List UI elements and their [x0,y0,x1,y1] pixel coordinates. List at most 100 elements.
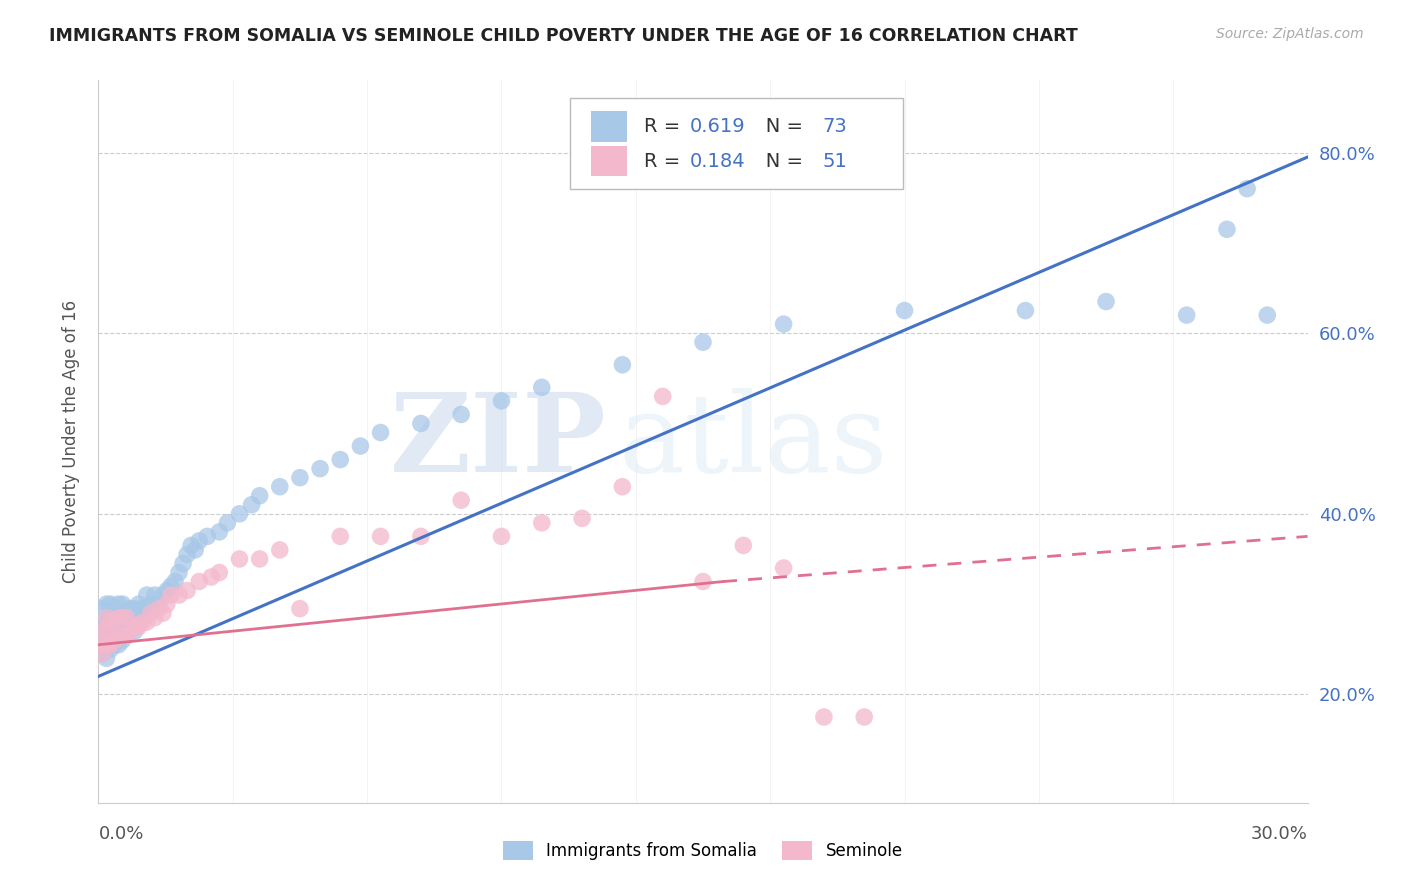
Point [188,574,211,589]
Point [91,624,114,639]
Point [139,606,162,620]
Legend: Immigrants from Somalia, Seminole: Immigrants from Somalia, Seminole [496,834,910,867]
Point [180,538,202,552]
Point [692,335,714,350]
Point [96,610,118,624]
Point [128,620,150,634]
Point [107,638,129,652]
Point [491,529,513,543]
Text: N =: N = [747,117,808,136]
Point [135,588,157,602]
Point [91,615,114,630]
Point [188,533,211,548]
Point [124,601,146,615]
Text: 0.0%: 0.0% [98,825,143,843]
Point [132,601,155,615]
Point [409,529,432,543]
Point [100,615,122,630]
Point [103,638,125,652]
Text: IMMIGRANTS FROM SOMALIA VS SEMINOLE CHILD POVERTY UNDER THE AGE OF 16 CORRELATIO: IMMIGRANTS FROM SOMALIA VS SEMINOLE CHIL… [49,27,1078,45]
Point [111,629,134,643]
Point [612,480,634,494]
Point [176,583,198,598]
Point [217,516,239,530]
Point [107,620,129,634]
Point [208,524,231,539]
Point [115,629,138,643]
Point [120,624,142,639]
Point [152,606,174,620]
Point [139,597,162,611]
Point [1095,294,1118,309]
Point [124,620,146,634]
FancyBboxPatch shape [569,98,903,189]
Point [91,624,114,639]
Point [91,638,114,652]
Point [240,498,263,512]
Point [370,425,392,440]
Point [91,638,114,652]
Point [135,615,157,630]
Point [651,389,673,403]
Point [269,542,291,557]
Point [96,651,118,665]
Point [128,615,150,630]
Point [103,601,125,615]
Point [1236,181,1258,195]
Point [1175,308,1198,322]
Point [103,620,125,634]
Point [107,597,129,611]
Point [228,507,250,521]
Point [184,542,207,557]
Point [813,710,835,724]
Point [107,610,129,624]
Point [143,610,166,624]
Point [195,529,218,543]
Point [132,615,155,630]
Point [111,597,134,611]
Text: 0.619: 0.619 [690,117,745,136]
Point [612,358,634,372]
Point [1014,303,1036,318]
Point [571,511,593,525]
Point [1216,222,1239,236]
Point [692,574,714,589]
Point [111,610,134,624]
Point [152,588,174,602]
Text: 30.0%: 30.0% [1251,825,1308,843]
Text: ZIP: ZIP [389,388,606,495]
Point [96,624,118,639]
Text: 73: 73 [823,117,848,136]
Point [733,538,755,552]
Point [115,624,138,639]
Point [409,417,432,431]
Point [100,624,122,639]
Point [208,566,231,580]
Point [491,393,513,408]
Point [228,552,250,566]
Point [450,493,472,508]
Point [329,529,352,543]
Point [91,647,114,661]
Text: R =: R = [644,152,686,170]
Point [163,574,186,589]
Point [530,516,553,530]
Point [96,597,118,611]
Point [103,615,125,630]
Point [124,624,146,639]
Point [249,552,271,566]
Point [200,570,222,584]
Point [100,638,122,652]
Text: N =: N = [747,152,808,170]
Point [176,548,198,562]
Point [160,588,183,602]
Point [120,620,142,634]
Point [107,629,129,643]
Point [156,597,179,611]
Point [103,633,125,648]
Point [91,601,114,615]
Point [172,557,194,571]
Point [772,561,794,575]
Point [91,647,114,661]
Point [156,583,179,598]
